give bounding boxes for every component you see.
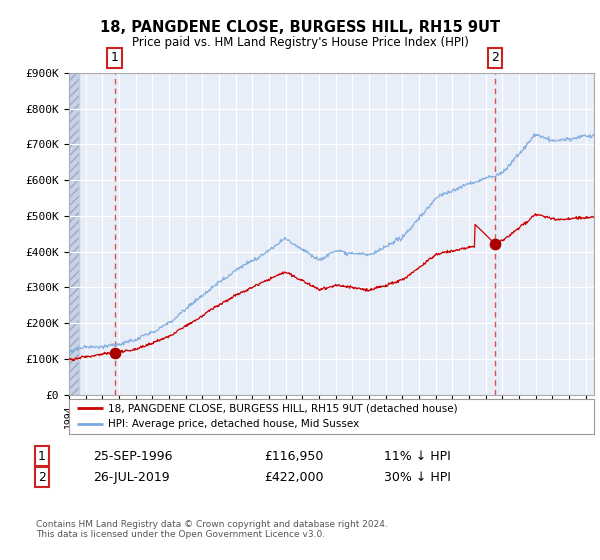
Text: 2: 2 [491, 52, 499, 64]
Text: £422,000: £422,000 [264, 470, 323, 484]
Text: 18, PANGDENE CLOSE, BURGESS HILL, RH15 9UT: 18, PANGDENE CLOSE, BURGESS HILL, RH15 9… [100, 20, 500, 35]
Text: 30% ↓ HPI: 30% ↓ HPI [384, 470, 451, 484]
Text: £116,950: £116,950 [264, 450, 323, 463]
Text: 25-SEP-1996: 25-SEP-1996 [93, 450, 173, 463]
Text: 11% ↓ HPI: 11% ↓ HPI [384, 450, 451, 463]
Text: 26-JUL-2019: 26-JUL-2019 [93, 470, 170, 484]
Text: HPI: Average price, detached house, Mid Sussex: HPI: Average price, detached house, Mid … [109, 419, 359, 430]
Text: Price paid vs. HM Land Registry's House Price Index (HPI): Price paid vs. HM Land Registry's House … [131, 36, 469, 49]
Text: 18, PANGDENE CLOSE, BURGESS HILL, RH15 9UT (detached house): 18, PANGDENE CLOSE, BURGESS HILL, RH15 9… [109, 403, 458, 413]
Point [110, 348, 119, 357]
FancyBboxPatch shape [69, 399, 594, 434]
Text: 2: 2 [38, 470, 46, 484]
Text: 1: 1 [110, 52, 118, 64]
Text: Contains HM Land Registry data © Crown copyright and database right 2024.
This d: Contains HM Land Registry data © Crown c… [36, 520, 388, 539]
Text: 1: 1 [38, 450, 46, 463]
Point [490, 239, 500, 248]
